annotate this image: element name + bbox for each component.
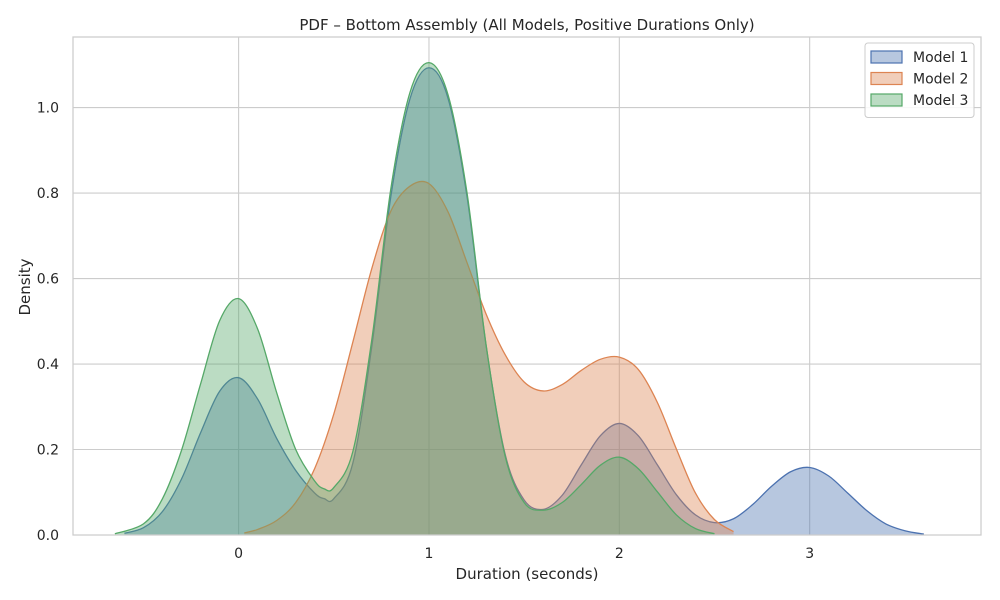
model-2-density-line bbox=[244, 180, 734, 534]
y-tick-label: 0.4 bbox=[37, 357, 59, 373]
y-tick-label: 0.2 bbox=[37, 443, 59, 459]
model-2-density-fill bbox=[244, 181, 734, 535]
legend-label-model-1: Model 1 bbox=[913, 50, 968, 66]
model-3-density-fill bbox=[114, 62, 715, 535]
chart-title: PDF – Bottom Assembly (All Models, Posit… bbox=[299, 16, 754, 34]
x-tick-label: 1 bbox=[425, 546, 434, 562]
legend-label-model-2: Model 2 bbox=[913, 72, 968, 88]
x-tick-label: 3 bbox=[805, 546, 814, 562]
legend-box bbox=[864, 42, 975, 118]
density-areas bbox=[114, 61, 925, 536]
x-tick-label: 0 bbox=[234, 546, 243, 562]
y-tick-label: 0.8 bbox=[37, 186, 59, 202]
legend-swatch-model-3 bbox=[870, 93, 903, 107]
y-tick-label: 0.6 bbox=[37, 272, 59, 288]
model-1-density-fill bbox=[124, 67, 924, 536]
x-axis-label: Duration (seconds) bbox=[456, 565, 599, 583]
y-tick-label: 0.0 bbox=[37, 528, 59, 544]
model-3-density-line bbox=[114, 61, 715, 535]
legend-label-model-3: Model 3 bbox=[913, 93, 968, 109]
x-axis-ticks: 0 1 2 3 bbox=[234, 546, 814, 562]
y-axis-ticks: 0.0 0.2 0.4 0.6 0.8 1.0 bbox=[37, 101, 59, 544]
y-tick-label: 1.0 bbox=[37, 101, 59, 117]
x-tick-label: 2 bbox=[615, 546, 624, 562]
plot-frame bbox=[72, 36, 982, 536]
legend-swatch-model-2 bbox=[870, 71, 903, 86]
legend: Model 1 Model 2 Model 3 bbox=[864, 42, 975, 118]
legend-swatch-model-1 bbox=[870, 50, 903, 64]
y-axis-label: Density bbox=[16, 258, 34, 315]
